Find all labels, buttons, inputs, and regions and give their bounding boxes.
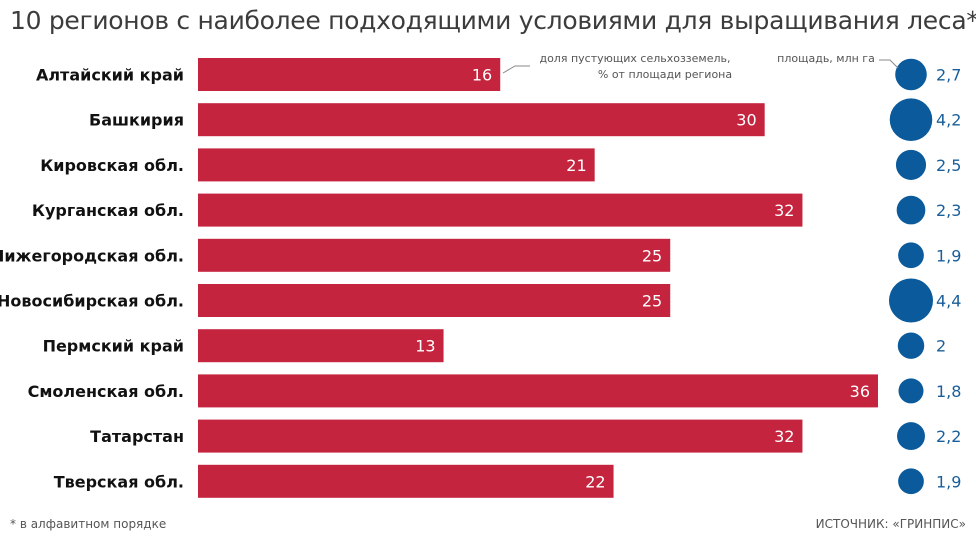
bar-value-label: 30: [736, 111, 756, 130]
category-label: Башкирия: [89, 111, 184, 130]
bar: [198, 103, 765, 137]
category-label: Татарстан: [90, 427, 184, 446]
area-circle: [895, 58, 927, 91]
area-value-label: 2,5: [936, 156, 961, 175]
area-value-label: 1,8: [936, 382, 961, 401]
category-label: Кировская обл.: [40, 156, 184, 175]
bar-value-label: 22: [585, 472, 605, 491]
bar: [198, 419, 803, 453]
bar-value-label: 36: [850, 382, 870, 401]
bar-value-label: 13: [415, 337, 435, 356]
bar: [198, 58, 501, 91]
chart-title: 10 регионов с наиболее подходящими услов…: [10, 6, 976, 35]
bar-value-label: 25: [642, 246, 662, 265]
category-label: Курганская обл.: [32, 201, 184, 220]
bar: [198, 464, 614, 498]
bar-series-annotation-line2: % от площади региона: [598, 68, 732, 81]
category-label: Пермский край: [43, 337, 184, 356]
area-circle: [889, 278, 933, 323]
bar: [198, 329, 444, 363]
area-circle: [898, 242, 924, 269]
bar-series-connector: [502, 65, 530, 74]
bar-value-label: 21: [566, 156, 586, 175]
bar-series-annotation-line1: доля пустующих сельхозземель,: [539, 52, 730, 65]
bar: [198, 193, 803, 227]
bar: [198, 238, 671, 272]
bar-value-label: 16: [472, 66, 492, 85]
category-label: Алтайский край: [36, 66, 184, 85]
bar-value-label: 32: [774, 201, 794, 220]
area-value-label: 1,9: [936, 472, 961, 491]
area-circle: [896, 195, 926, 225]
area-value-label: 2,3: [936, 201, 961, 220]
footnote: * в алфавитном порядке: [10, 517, 167, 531]
source-note: ИСТОЧНИК: «ГРИНПИС»: [815, 517, 966, 531]
bar: [198, 284, 671, 317]
bar-value-label: 32: [774, 427, 794, 446]
area-value-label: 4,4: [936, 292, 961, 311]
category-label: Смоленская обл.: [28, 382, 184, 401]
area-value-label: 1,9: [936, 246, 961, 265]
category-label: Тверская обл.: [54, 472, 184, 491]
bar: [198, 374, 878, 408]
area-circle: [889, 98, 933, 141]
area-series-connector: [879, 59, 899, 69]
area-circle: [895, 149, 927, 180]
area-circle: [898, 468, 924, 495]
area-circle: [897, 422, 925, 451]
area-value-label: 4,2: [936, 111, 961, 130]
area-value-label: 2: [936, 337, 946, 356]
bar-value-label: 25: [642, 292, 662, 311]
area-series-annotation: площадь, млн га: [777, 52, 875, 65]
category-label: Нижегородская обл.: [0, 246, 184, 265]
area-circle: [898, 378, 924, 404]
area-value-label: 2,2: [936, 427, 961, 446]
area-value-label: 2,7: [936, 66, 961, 85]
bar: [198, 148, 595, 182]
area-circle: [897, 332, 925, 359]
category-label: Новосибирская обл.: [0, 292, 184, 311]
